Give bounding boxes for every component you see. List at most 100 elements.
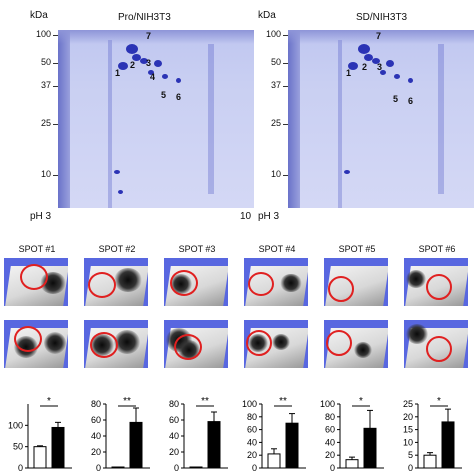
protein-spot bbox=[118, 190, 123, 194]
bar-chart-spot-2: 0 20 40 60 80 ** bbox=[91, 396, 150, 473]
kda-label-right: kDa bbox=[258, 10, 276, 21]
spot-circle bbox=[20, 264, 48, 290]
gel-streak bbox=[438, 44, 444, 194]
spot-circle bbox=[426, 336, 452, 362]
y-tick-label: 60 bbox=[169, 415, 179, 425]
gel-streak bbox=[108, 40, 112, 208]
y-tick-label: 20 bbox=[247, 450, 257, 460]
spot-number-1: 1 bbox=[346, 68, 352, 78]
spot-number-6: 6 bbox=[176, 92, 182, 102]
bar bbox=[363, 427, 377, 469]
spot-header-4: SPOT #4 bbox=[258, 244, 296, 254]
mw-tick bbox=[53, 63, 58, 64]
gel-image-sd bbox=[288, 30, 474, 208]
protein-spot bbox=[176, 78, 181, 83]
significance-label: * bbox=[359, 396, 363, 407]
spot-3d-view bbox=[164, 320, 228, 368]
y-tick-label: 100 bbox=[8, 420, 23, 430]
mw-marker-50: 50 bbox=[40, 57, 51, 67]
y-tick-label: 10 bbox=[403, 437, 413, 447]
spot-number-2: 2 bbox=[362, 62, 368, 72]
spot-3d-view bbox=[244, 258, 308, 306]
mw-tick bbox=[283, 86, 288, 87]
spot-header-3: SPOT #3 bbox=[178, 244, 216, 254]
protein-spot bbox=[364, 54, 373, 61]
bar bbox=[129, 421, 143, 469]
protein-spot bbox=[344, 170, 350, 174]
ph-end-label: 10 bbox=[240, 211, 252, 222]
y-tick-label: 40 bbox=[91, 431, 101, 441]
y-tick-label: 0 bbox=[330, 463, 335, 473]
y-tick-label: 60 bbox=[325, 425, 335, 435]
protein-spot bbox=[140, 58, 148, 64]
bar bbox=[267, 453, 281, 469]
y-tick-label: 40 bbox=[169, 431, 179, 441]
y-tick-label: 20 bbox=[325, 450, 335, 460]
spot-circle bbox=[328, 276, 354, 302]
y-tick-label: 15 bbox=[403, 425, 413, 435]
protein-spot bbox=[380, 70, 386, 75]
y-tick-label: 0 bbox=[18, 463, 23, 473]
spot-number-6: 6 bbox=[408, 96, 414, 106]
bar bbox=[51, 426, 65, 469]
mw-marker-37: 37 bbox=[270, 80, 281, 90]
spot-number-4: 4 bbox=[150, 72, 156, 82]
spot-peak bbox=[272, 334, 290, 350]
mw-tick bbox=[53, 35, 58, 36]
spot-3d-view bbox=[404, 320, 468, 368]
protein-spot bbox=[148, 70, 154, 75]
bar-chart-spot-6: 0 5 10 15 20 25 * bbox=[403, 396, 462, 473]
significance-label: ** bbox=[123, 396, 131, 407]
bar bbox=[423, 454, 437, 469]
significance-label: * bbox=[437, 396, 441, 407]
ph-label-left: pH 3 bbox=[30, 211, 52, 222]
y-tick-label: 60 bbox=[91, 415, 101, 425]
bar-chart-spot-4: 0 20 40 60 80 100 ** bbox=[242, 396, 306, 473]
spot-peak bbox=[44, 332, 66, 354]
bar bbox=[33, 446, 47, 469]
mw-marker-10: 10 bbox=[270, 169, 281, 179]
y-tick-label: 80 bbox=[247, 412, 257, 422]
spot-3d-view bbox=[324, 258, 388, 306]
spot-circle bbox=[88, 272, 116, 298]
y-tick-label: 20 bbox=[403, 412, 413, 422]
mw-tick bbox=[53, 124, 58, 125]
spot-peak bbox=[406, 270, 426, 288]
protein-spot bbox=[132, 54, 141, 61]
gel-title-right: SD/NIH3T3 bbox=[356, 12, 408, 23]
spot-circle bbox=[170, 270, 198, 296]
spot-circle bbox=[248, 272, 274, 296]
y-tick-label: 20 bbox=[91, 447, 101, 457]
mw-tick bbox=[53, 86, 58, 87]
mw-tick bbox=[283, 63, 288, 64]
gel-streak bbox=[208, 44, 214, 194]
protein-spot bbox=[372, 58, 380, 64]
y-tick-label: 100 bbox=[320, 399, 335, 409]
spot-circle bbox=[326, 330, 352, 356]
spot-circle bbox=[90, 332, 118, 358]
spot-header-5: SPOT #5 bbox=[338, 244, 376, 254]
spot-header-2: SPOT #2 bbox=[98, 244, 136, 254]
y-tick-label: 50 bbox=[13, 442, 23, 452]
spot-3d-view bbox=[84, 320, 148, 368]
y-tick-label: 0 bbox=[96, 463, 101, 473]
protein-spot bbox=[408, 78, 413, 83]
y-tick-label: 40 bbox=[247, 437, 257, 447]
spot-number-1: 1 bbox=[115, 68, 121, 78]
spot-number-5: 5 bbox=[393, 94, 399, 104]
spot-3d-view bbox=[404, 258, 468, 306]
bar-chart-spot-5: 0 20 40 60 80 100 * bbox=[320, 396, 384, 473]
gel-title-left: Pro/NIH3T3 bbox=[118, 12, 171, 23]
y-tick-label: 80 bbox=[169, 399, 179, 409]
protein-spot bbox=[114, 170, 120, 174]
spot-number-7: 7 bbox=[146, 31, 152, 41]
spot-peak bbox=[280, 274, 302, 292]
spot-3d-view bbox=[244, 320, 308, 368]
significance-label: * bbox=[47, 396, 51, 407]
y-tick-label: 100 bbox=[242, 399, 257, 409]
mw-marker-100: 100 bbox=[35, 29, 51, 39]
bar bbox=[345, 459, 359, 469]
mw-marker-25: 25 bbox=[40, 118, 51, 128]
spot-peak bbox=[406, 324, 428, 344]
spot-circle bbox=[14, 326, 42, 352]
